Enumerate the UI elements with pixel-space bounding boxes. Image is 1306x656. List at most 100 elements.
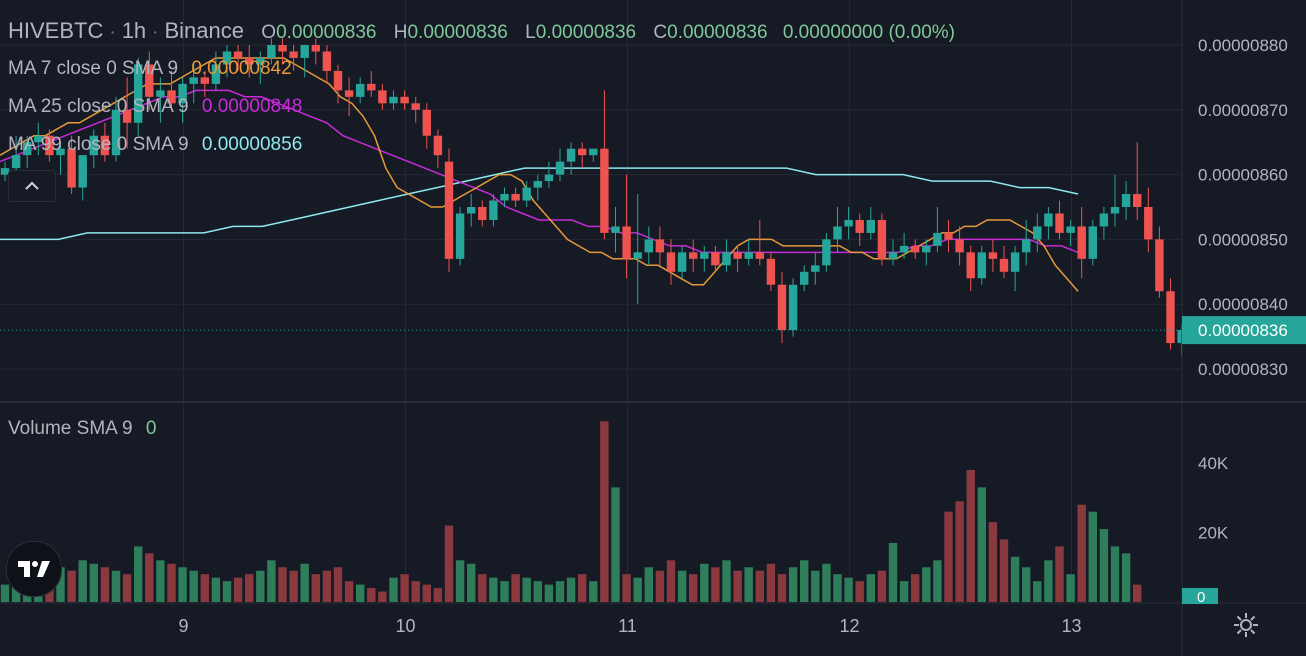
- price-axis[interactable]: 0.00000880 0.00000870 0.00000860 0.00000850…: [1198, 36, 1288, 379]
- candle-body: [134, 64, 143, 123]
- time-tick-label: 9: [178, 616, 188, 636]
- volume-bar: [378, 591, 387, 602]
- volume-bar: [422, 584, 431, 602]
- candle-body: [455, 213, 465, 259]
- volume-bar: [566, 577, 576, 602]
- candle: [1099, 207, 1109, 240]
- candle: [722, 239, 731, 272]
- candle: [844, 207, 853, 240]
- volume-bar: [489, 577, 498, 602]
- volume-bar: [444, 525, 454, 602]
- candle-body: [111, 109, 121, 156]
- candle: [478, 200, 487, 227]
- candle-body: [911, 245, 920, 253]
- candle-body: [444, 161, 454, 259]
- volume-bar: [644, 567, 653, 602]
- volume-bar: [766, 563, 776, 602]
- candle: [955, 226, 964, 266]
- candle-body: [1144, 207, 1153, 240]
- volume-bar: [1033, 581, 1042, 602]
- volume-bar: [1010, 556, 1020, 602]
- last-price-tag-label: 0.00000836: [1198, 321, 1288, 340]
- candle-body: [833, 226, 842, 240]
- volume-value: 0: [145, 418, 157, 439]
- volume-bar: [1022, 567, 1031, 602]
- candle-body: [89, 135, 98, 156]
- volume-legend[interactable]: Volume SMA 9 0: [8, 418, 156, 440]
- volume-bar: [1044, 560, 1053, 602]
- volume-bar: [333, 567, 343, 602]
- candle: [677, 245, 687, 279]
- candle: [589, 148, 598, 162]
- volume-bar: [56, 567, 65, 602]
- interval-label[interactable]: 1h: [121, 18, 147, 43]
- candle: [533, 174, 542, 201]
- candle: [178, 77, 187, 123]
- ma99-label: MA 99 close 0 SMA 9: [8, 134, 189, 155]
- volume-bar: [622, 574, 631, 602]
- volume-bar: [278, 567, 287, 602]
- chart-settings-button[interactable]: [1232, 611, 1260, 639]
- candle-body: [289, 51, 298, 58]
- volume-bar: [866, 574, 875, 602]
- volume-bar: [822, 563, 831, 602]
- symbol-name[interactable]: HIVEBTC: [8, 18, 104, 43]
- candle: [922, 239, 931, 266]
- volume-bar: [700, 563, 709, 602]
- candlesticks: [0, 38, 1197, 357]
- candle: [777, 271, 787, 344]
- ma99-legend[interactable]: MA 99 close 0 SMA 9 0.00000856: [8, 134, 302, 156]
- grid-lines: [0, 0, 1182, 602]
- candle-body: [689, 252, 698, 259]
- candle-body: [677, 252, 687, 272]
- candle-body: [555, 161, 565, 175]
- volume-bar: [600, 421, 609, 602]
- volume-bar: [167, 563, 176, 602]
- volume-bar: [689, 574, 698, 602]
- candle: [811, 252, 820, 285]
- close-label: C: [653, 22, 668, 43]
- ma25-legend[interactable]: MA 25 close 0 SMA 9 0.00000848: [8, 96, 302, 118]
- candle: [367, 70, 376, 97]
- collapse-legend-button[interactable]: [8, 170, 56, 202]
- candle: [566, 142, 576, 175]
- candle: [622, 174, 631, 279]
- candle: [888, 239, 898, 266]
- volume-bar: [245, 574, 254, 602]
- candle-body: [333, 70, 343, 91]
- volume-bar: [733, 570, 742, 602]
- candle-body: [278, 45, 287, 52]
- symbol-header: HIVEBTC · 1h · Binance O0.00000836 H0.000008…: [8, 20, 955, 44]
- tradingview-logo[interactable]: [6, 541, 62, 597]
- candle: [578, 142, 587, 169]
- candle: [56, 142, 65, 175]
- candle-body: [877, 219, 887, 259]
- volume-bar: [411, 581, 420, 602]
- volume-bar: [744, 567, 753, 602]
- candle-body: [733, 252, 742, 259]
- volume-bar: [122, 574, 132, 602]
- price-tick-label: 0.00000860: [1198, 166, 1288, 185]
- time-axis[interactable]: 9 10 11 12 13: [178, 616, 1081, 636]
- candle-body: [411, 103, 420, 110]
- candle: [755, 219, 764, 266]
- volume-axis[interactable]: 40K 20K: [1198, 454, 1229, 543]
- candle: [1044, 207, 1053, 240]
- candle: [444, 148, 454, 272]
- candle-body: [378, 90, 387, 104]
- volume-bar: [467, 563, 476, 602]
- candle-body: [256, 57, 265, 65]
- volume-bar: [433, 588, 443, 602]
- candle-body: [655, 239, 665, 253]
- last-volume-tag: 0: [1182, 588, 1218, 606]
- volume-bar: [1110, 546, 1120, 602]
- candle: [67, 135, 76, 195]
- candle: [1155, 226, 1164, 298]
- candle: [400, 90, 409, 110]
- ma7-legend[interactable]: MA 7 close 0 SMA 9 0.00000842: [8, 58, 292, 80]
- price-tick-label: 0.00000840: [1198, 295, 1288, 314]
- candle: [666, 239, 676, 285]
- candle-body: [100, 135, 110, 156]
- candle: [167, 70, 176, 110]
